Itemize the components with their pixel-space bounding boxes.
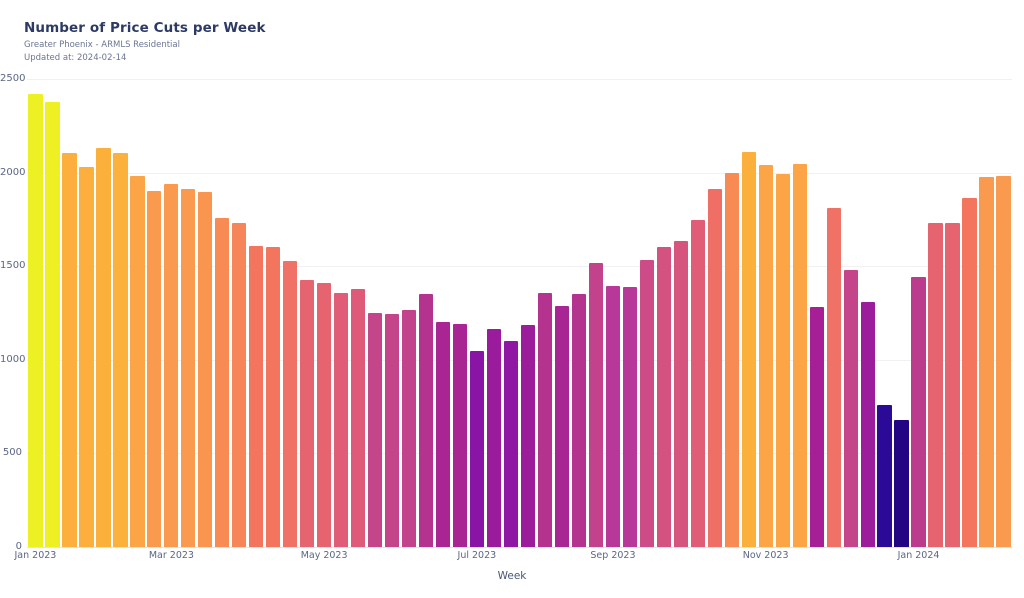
bar[interactable]	[147, 191, 162, 547]
bar[interactable]	[198, 192, 213, 547]
bar[interactable]	[469, 351, 485, 547]
x-axis-tick-label: Nov 2023	[742, 550, 789, 561]
y-axis-tick-label: 1000	[0, 353, 26, 365]
bar[interactable]	[79, 166, 94, 547]
bar[interactable]	[537, 293, 553, 547]
bar[interactable]	[283, 260, 298, 547]
bar[interactable]	[792, 164, 807, 547]
x-axis-tick-label: May 2023	[300, 550, 348, 561]
bar[interactable]	[673, 240, 688, 547]
bar[interactable]	[741, 152, 756, 547]
bar[interactable]	[911, 276, 926, 547]
x-axis-tick-label: Sep 2023	[590, 550, 636, 561]
bar[interactable]	[452, 324, 468, 547]
bar[interactable]	[300, 280, 315, 547]
plot-area	[27, 79, 1012, 548]
bar[interactable]	[520, 325, 536, 547]
chart-subtitle: Greater Phoenix - ARMLS Residential	[24, 40, 180, 50]
bar[interactable]	[334, 293, 349, 547]
bar[interactable]	[707, 189, 722, 547]
bar[interactable]	[690, 220, 705, 547]
bar[interactable]	[113, 152, 128, 547]
bar[interactable]	[164, 183, 179, 547]
gridline	[27, 79, 1012, 80]
bar[interactable]	[401, 310, 417, 547]
bar[interactable]	[435, 322, 451, 547]
bar[interactable]	[639, 259, 654, 547]
bar[interactable]	[571, 294, 587, 547]
bar[interactable]	[130, 176, 145, 547]
bar[interactable]	[622, 286, 637, 547]
bar[interactable]	[418, 294, 434, 547]
x-axis-tick-label: Jan 2024	[897, 550, 940, 561]
bar[interactable]	[928, 223, 943, 547]
gridline	[27, 172, 1012, 174]
bar[interactable]	[232, 223, 247, 547]
bar[interactable]	[62, 152, 77, 547]
gridline	[27, 266, 1012, 268]
bar[interactable]	[860, 301, 875, 547]
bar[interactable]	[554, 305, 570, 547]
bar[interactable]	[351, 288, 366, 547]
x-axis-tick-label: Jan 2023	[14, 550, 57, 561]
bar[interactable]	[368, 313, 383, 547]
y-axis-tick-label: 500	[2, 447, 22, 459]
bar[interactable]	[181, 188, 196, 547]
gridline	[27, 453, 1012, 455]
bar[interactable]	[215, 217, 230, 547]
bar[interactable]	[45, 102, 60, 547]
bar[interactable]	[249, 245, 264, 547]
bar[interactable]	[979, 177, 994, 547]
chart-updated-timestamp: Updated at: 2024-02-14	[24, 53, 127, 63]
y-axis-tick-label: 1500	[0, 260, 26, 272]
bar[interactable]	[877, 404, 892, 547]
bar[interactable]	[775, 173, 790, 547]
y-axis-tick-label: 2000	[0, 166, 26, 178]
bar[interactable]	[384, 313, 400, 547]
x-axis-tick-label: Mar 2023	[148, 550, 194, 561]
x-axis-line	[27, 547, 1012, 548]
x-axis-tick-label: Jul 2023	[457, 550, 497, 561]
bar[interactable]	[28, 93, 43, 547]
bar[interactable]	[486, 328, 502, 547]
chart-title: Number of Price Cuts per Week	[24, 20, 266, 36]
bar[interactable]	[996, 176, 1011, 547]
bar[interactable]	[588, 263, 604, 547]
y-axis-tick-label: 0	[15, 541, 22, 552]
bar[interactable]	[656, 247, 671, 547]
y-axis-tick-label: 2500	[0, 73, 26, 84]
bar[interactable]	[826, 208, 841, 547]
bar[interactable]	[317, 283, 332, 547]
gridline	[27, 359, 1012, 361]
bar[interactable]	[894, 419, 909, 547]
x-axis-title: Week	[497, 570, 527, 582]
bar[interactable]	[843, 269, 858, 547]
bar[interactable]	[605, 285, 621, 547]
chart-header: Number of Price Cuts per Week Greater Ph…	[24, 20, 724, 64]
bar[interactable]	[809, 307, 824, 547]
bar[interactable]	[962, 197, 977, 547]
bar-series	[27, 79, 1012, 547]
bar[interactable]	[96, 148, 111, 547]
bar[interactable]	[266, 246, 281, 547]
bar[interactable]	[503, 341, 519, 547]
bar[interactable]	[758, 165, 773, 547]
bar[interactable]	[724, 172, 739, 547]
bar[interactable]	[945, 223, 960, 547]
